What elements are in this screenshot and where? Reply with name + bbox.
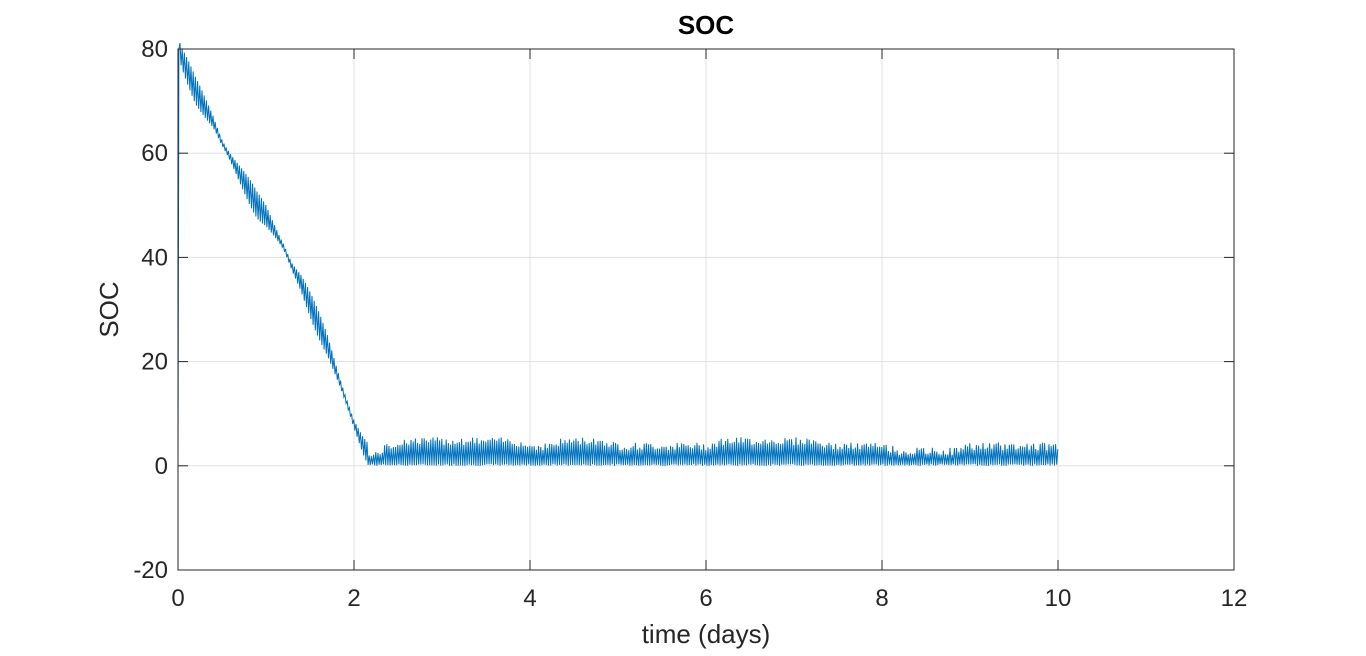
chart-title: SOC bbox=[678, 10, 735, 40]
y-tick-label: 60 bbox=[141, 140, 168, 167]
x-axis-ticks: 0 2 4 6 8 10 12 bbox=[171, 49, 1247, 612]
x-tick-label: 4 bbox=[523, 585, 536, 612]
y-axis-label: SOC bbox=[94, 281, 124, 337]
y-tick-label: -20 bbox=[133, 557, 168, 584]
series-group bbox=[177, 42, 1059, 466]
y-tick-label: 20 bbox=[141, 349, 168, 376]
x-tick-label: 8 bbox=[875, 585, 888, 612]
x-tick-label: 2 bbox=[347, 585, 360, 612]
x-axis-label: time (days) bbox=[642, 619, 771, 649]
x-tick-label: 10 bbox=[1045, 585, 1072, 612]
x-tick-label: 0 bbox=[171, 585, 184, 612]
y-axis-ticks: -20 0 20 40 60 80 bbox=[133, 36, 1234, 584]
y-tick-label: 80 bbox=[141, 36, 168, 63]
y-tick-label: 0 bbox=[155, 453, 168, 480]
y-tick-label: 40 bbox=[141, 244, 168, 271]
x-tick-label: 6 bbox=[699, 585, 712, 612]
x-tick-label: 12 bbox=[1221, 585, 1248, 612]
series-line-0 bbox=[177, 42, 1059, 466]
